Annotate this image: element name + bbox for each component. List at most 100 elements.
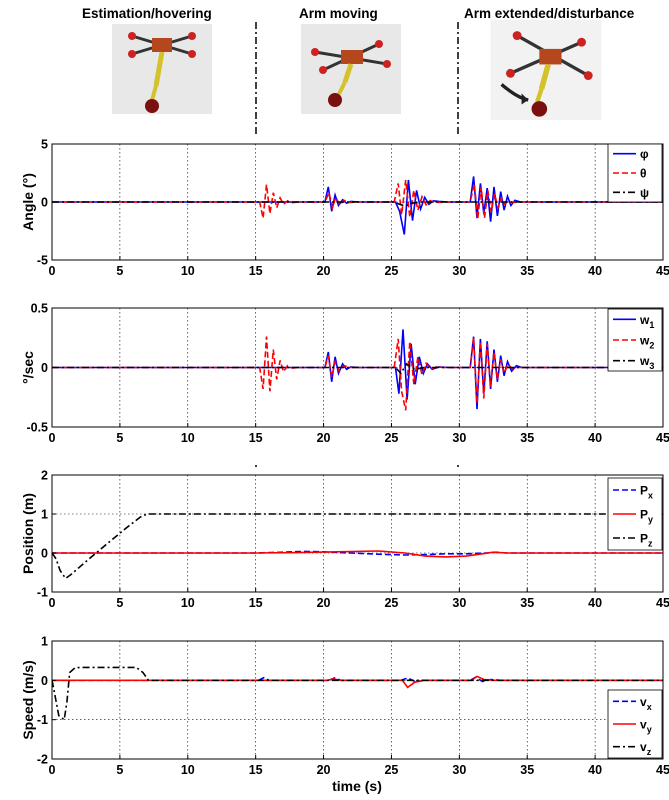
x-tick-label: 5 [116, 264, 123, 278]
x-tick-label: 15 [249, 264, 263, 278]
phase-title-arm-extended: Arm extended/disturbance [464, 6, 635, 21]
drone-image-arm-moving [301, 24, 401, 114]
x-tick-label: 15 [249, 431, 263, 445]
x-tick-label: 25 [384, 763, 398, 777]
x-axis-label: time (s) [332, 778, 382, 794]
x-tick-label: 35 [520, 264, 534, 278]
y-tick-label: 1 [41, 508, 48, 522]
series-line-3-3 [52, 513, 663, 580]
x-tick-label: 15 [249, 763, 263, 777]
x-tick-label: 25 [384, 264, 398, 278]
legend-subscript: z [647, 747, 652, 757]
legend-subscript: 1 [649, 320, 654, 330]
y-tick-label: -1 [37, 586, 48, 600]
x-tick-label: 20 [317, 596, 331, 610]
x-tick-label: 30 [452, 264, 466, 278]
x-tick-label: 45 [656, 431, 669, 445]
x-tick-label: 45 [656, 264, 669, 278]
legend-label: φ [640, 147, 649, 161]
x-tick-label: 10 [181, 264, 195, 278]
x-tick-label: 20 [317, 431, 331, 445]
drone-image-arm-extended [490, 20, 602, 120]
legend-subscript: x [648, 491, 653, 501]
y-tick-label: 0 [41, 547, 48, 561]
series-line-2-3 [52, 362, 663, 375]
phase-title-estimation: Estimation/hovering [82, 6, 212, 21]
y-tick-label: -0.5 [26, 421, 48, 435]
legend-label: vx [640, 695, 652, 712]
y-axis-label: Angle (°) [20, 173, 36, 231]
y-tick-label: -1 [37, 713, 48, 727]
y-tick-label: 0.5 [31, 302, 48, 316]
x-tick-label: 20 [317, 264, 331, 278]
x-tick-label: 40 [588, 763, 602, 777]
x-tick-label: 35 [520, 596, 534, 610]
x-tick-label: 40 [588, 431, 602, 445]
y-tick-label: 0 [41, 674, 48, 688]
y-axis-label: °/sec [20, 351, 36, 384]
x-tick-label: 25 [384, 431, 398, 445]
series-line-1-1 [52, 176, 663, 235]
series-line-4-3 [52, 666, 663, 722]
x-tick-label: 0 [49, 596, 56, 610]
y-tick-label: -2 [37, 753, 48, 767]
x-tick-label: 35 [520, 431, 534, 445]
series-line-2-1 [52, 329, 663, 410]
axes-box [51, 474, 664, 593]
series-line-1-3 [52, 201, 663, 207]
x-tick-label: 15 [249, 596, 263, 610]
legend: φθψ [607, 143, 663, 203]
x-tick-label: 35 [520, 763, 534, 777]
legend-label: ψ [640, 186, 649, 200]
y-tick-label: 0 [41, 196, 48, 210]
legend-label: θ [640, 167, 647, 181]
drone-image-hovering [112, 24, 212, 114]
x-tick-label: 40 [588, 264, 602, 278]
series-line-1-2 [52, 179, 663, 220]
x-tick-label: 20 [317, 763, 331, 777]
x-tick-label: 40 [588, 596, 602, 610]
x-tick-label: 5 [116, 431, 123, 445]
legend-subscript: 3 [649, 361, 654, 371]
series-line-3-2 [52, 550, 663, 558]
x-tick-label: 25 [384, 596, 398, 610]
x-tick-label: 0 [49, 264, 56, 278]
x-tick-label: 10 [181, 596, 195, 610]
series-line-2-2 [52, 336, 663, 411]
legend-subscript: y [647, 725, 652, 735]
x-tick-label: 30 [452, 763, 466, 777]
axes-box [51, 640, 664, 760]
phase-divider-dot-2 [457, 465, 459, 467]
phase-title-arm-moving: Arm moving [299, 6, 378, 21]
legend-subscript: x [647, 702, 652, 712]
legend-label: vy [640, 718, 652, 735]
legend: vx vy vz [607, 689, 663, 759]
y-tick-label: 5 [41, 138, 48, 152]
legend-subscript: z [648, 539, 653, 549]
x-tick-label: 10 [181, 763, 195, 777]
x-tick-label: 5 [116, 763, 123, 777]
series-line-4-2 [52, 675, 663, 689]
y-tick-label: -5 [37, 254, 48, 268]
legend-label: vz [640, 740, 652, 757]
legend-subscript: y [648, 515, 653, 525]
x-tick-label: 10 [181, 431, 195, 445]
x-tick-label: 5 [116, 596, 123, 610]
y-axis-label: Position (m) [20, 493, 36, 574]
y-axis-label: Speed (m/s) [20, 660, 36, 739]
x-tick-label: 0 [49, 431, 56, 445]
x-tick-label: 30 [452, 431, 466, 445]
x-tick-label: 45 [656, 596, 669, 610]
phase-divider-dot-1 [255, 465, 257, 467]
y-tick-label: 1 [41, 635, 48, 649]
x-tick-label: 45 [656, 763, 669, 777]
y-tick-label: 2 [41, 469, 48, 483]
x-tick-label: 30 [452, 596, 466, 610]
